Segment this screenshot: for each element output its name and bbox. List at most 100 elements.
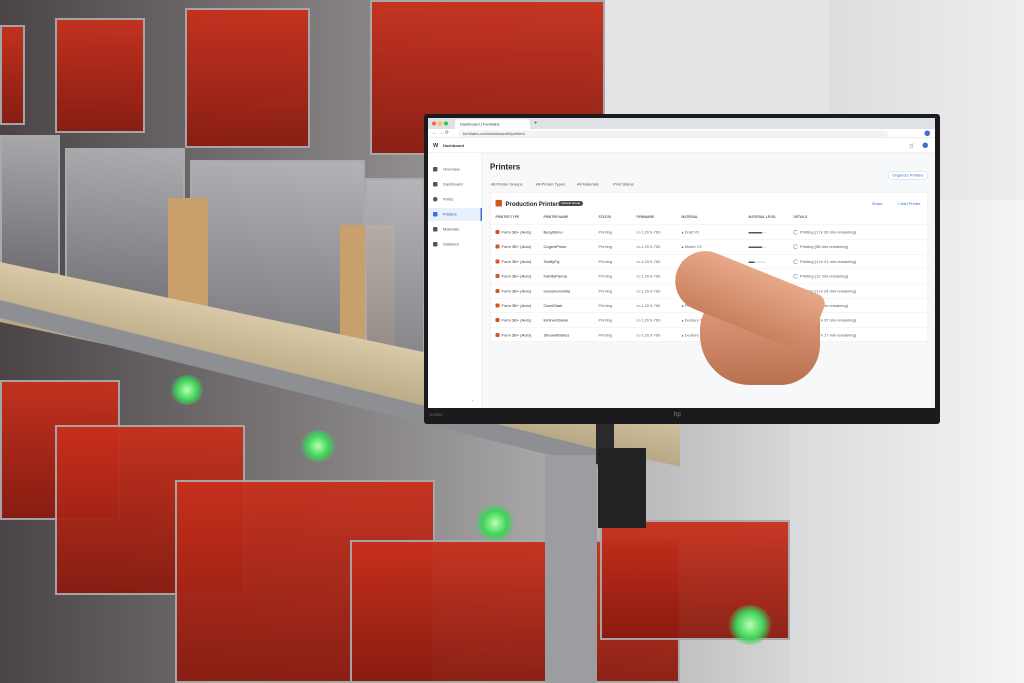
home-icon <box>433 167 438 172</box>
printer-type-icon <box>495 230 500 234</box>
group-badge: Default Group <box>558 201 584 206</box>
firmware: rc-1.20.9-760 <box>636 230 661 235</box>
printer-type-icon <box>495 274 500 279</box>
status: Printing <box>598 303 613 309</box>
progress-spinner-icon <box>793 274 798 279</box>
printer-type-icon <box>495 244 500 249</box>
table-header: PRINTER TYPE PRINTER NAME STATUS FIRMWAR… <box>491 210 929 225</box>
status-light <box>300 430 336 462</box>
details: Printing (1 hr 21 min remaining) <box>793 259 856 264</box>
details: Printing (1 hr 30 min remaining) <box>793 230 856 235</box>
col-firmware[interactable]: FIRMWARE <box>636 215 655 220</box>
progress-spinner-icon <box>793 244 798 250</box>
printer-name[interactable]: FamilyPanda <box>543 274 567 279</box>
prints-icon <box>433 197 438 202</box>
hp-logo: hp <box>674 412 681 418</box>
printer-name[interactable]: SwiftyFly <box>543 259 560 264</box>
sidebar-item-overview[interactable]: Overview <box>428 163 482 176</box>
printer-name[interactable]: CamiGiant <box>543 303 563 309</box>
printer-type-icon <box>495 332 500 337</box>
col-material-level[interactable]: MATERIAL LEVEL <box>748 215 777 220</box>
collapse-sidebar-icon[interactable]: ‹ <box>472 398 474 403</box>
table-row[interactable]: Form 3B+ (Auto) CogentPulse Printing rc-… <box>490 239 929 254</box>
cart-icon[interactable]: 🛒 <box>909 143 915 148</box>
sidebar-item-statistics[interactable]: Statistics <box>428 238 482 251</box>
printer-type: Form 3B+ (Auto) <box>495 332 531 337</box>
firmware: rc-1.20.9-760 <box>636 332 661 338</box>
filter-materials[interactable]: All Materials <box>577 182 599 187</box>
nav-arrows-icon[interactable]: ← → ⟳ <box>432 130 449 136</box>
printer-type-icon <box>495 318 500 323</box>
sidebar: Overview Dashboard Prints Printers Mater… <box>428 153 482 408</box>
organize-printers-button[interactable]: Organize Printers <box>887 171 928 180</box>
material-level-bar <box>748 261 766 263</box>
app-header: W Dashboard 🛒 <box>428 138 935 153</box>
printer-cover <box>605 0 830 115</box>
share-button[interactable]: Share <box>871 201 883 207</box>
add-printer-button[interactable]: + Add Printer <box>897 201 921 207</box>
status-light <box>170 375 204 405</box>
printer-type-icon <box>495 303 500 308</box>
shelf-post <box>545 455 597 683</box>
col-details[interactable]: DETAILS <box>793 215 808 220</box>
status-light <box>728 605 772 645</box>
browser-tab[interactable]: Dashboard | Formlabs <box>455 119 530 129</box>
firmware: rc-1.20.9-760 <box>636 259 661 264</box>
printer-name[interactable]: EminentSwan <box>543 318 569 323</box>
printer-name[interactable]: CogentPulse <box>543 244 567 250</box>
printer-icon <box>433 212 438 217</box>
printer <box>185 8 310 148</box>
profile-avatar[interactable] <box>924 130 930 136</box>
details: Printing (58 min remaining) <box>793 244 848 250</box>
sidebar-item-prints[interactable]: Prints <box>428 193 482 206</box>
printer-type: Form 3B+ (Auto) <box>495 288 531 293</box>
monitor-mount <box>598 448 646 528</box>
printer-type: Form 3B+ (Auto) <box>495 259 531 264</box>
material: ▴ Denture Base <box>681 332 710 338</box>
formlabs-logo-icon[interactable]: W <box>433 142 439 149</box>
printer-name[interactable]: GenuineGorilla <box>543 288 571 294</box>
filter-printer-types[interactable]: All Printer Types <box>536 182 566 187</box>
col-printer-name[interactable]: PRINTER NAME <box>543 215 569 220</box>
sidebar-item-dashboard[interactable]: Dashboard <box>428 178 482 191</box>
browser-tab-bar: Dashboard | Formlabs + <box>428 118 935 129</box>
printer-type: Form 3B+ (Auto) <box>495 230 531 235</box>
printer-type-icon <box>495 288 500 293</box>
col-printer-type[interactable]: PRINTER TYPE <box>495 215 520 220</box>
printer-icon <box>433 182 438 187</box>
filter-print-status[interactable]: Print Status <box>613 182 634 187</box>
app-title: Dashboard <box>443 143 464 149</box>
printer-type: Form 3B+ (Auto) <box>495 303 531 308</box>
col-material[interactable]: MATERIAL <box>681 215 699 220</box>
status: Printing <box>598 230 613 235</box>
user-avatar[interactable] <box>922 142 928 148</box>
table-row[interactable]: Form 3B+ (Auto) BusyBinno Printing rc-1.… <box>490 224 929 240</box>
printer-group-icon <box>495 200 502 207</box>
material-level-bar <box>748 232 766 234</box>
material: ▴ Model V3 <box>681 244 702 250</box>
material: ▴ Denture Teeth <box>681 318 710 323</box>
printer-name[interactable]: BusyBinno <box>543 230 563 235</box>
col-status[interactable]: STATUS <box>598 215 612 220</box>
printer <box>0 25 25 125</box>
minimize-window-button[interactable] <box>438 121 442 126</box>
status: Printing <box>598 274 613 279</box>
progress-spinner-icon <box>793 230 798 235</box>
page-title: Printers <box>490 163 521 172</box>
printer-name[interactable]: ShrewdWalrus <box>543 332 570 338</box>
filter-printer-groups[interactable]: All Printer Groups <box>491 182 523 187</box>
url-field[interactable]: formlabs.com/dashboard/#/printers <box>458 130 888 137</box>
printer-type: Form 3B+ (Auto) <box>495 244 531 249</box>
monitor-model: E23G4 <box>430 412 443 417</box>
chart-icon <box>433 242 438 247</box>
sidebar-item-printers[interactable]: Printers <box>428 208 482 221</box>
close-window-button[interactable] <box>432 121 436 126</box>
maximize-window-button[interactable] <box>444 121 448 126</box>
status: Printing <box>598 259 613 264</box>
sidebar-item-materials[interactable]: Materials <box>428 223 482 236</box>
material: ▴ Draft V2 <box>681 230 700 235</box>
group-title: Production Printers <box>505 200 562 208</box>
status: Printing <box>598 318 613 323</box>
new-tab-icon[interactable]: + <box>534 120 538 126</box>
storage-bin <box>0 135 60 275</box>
